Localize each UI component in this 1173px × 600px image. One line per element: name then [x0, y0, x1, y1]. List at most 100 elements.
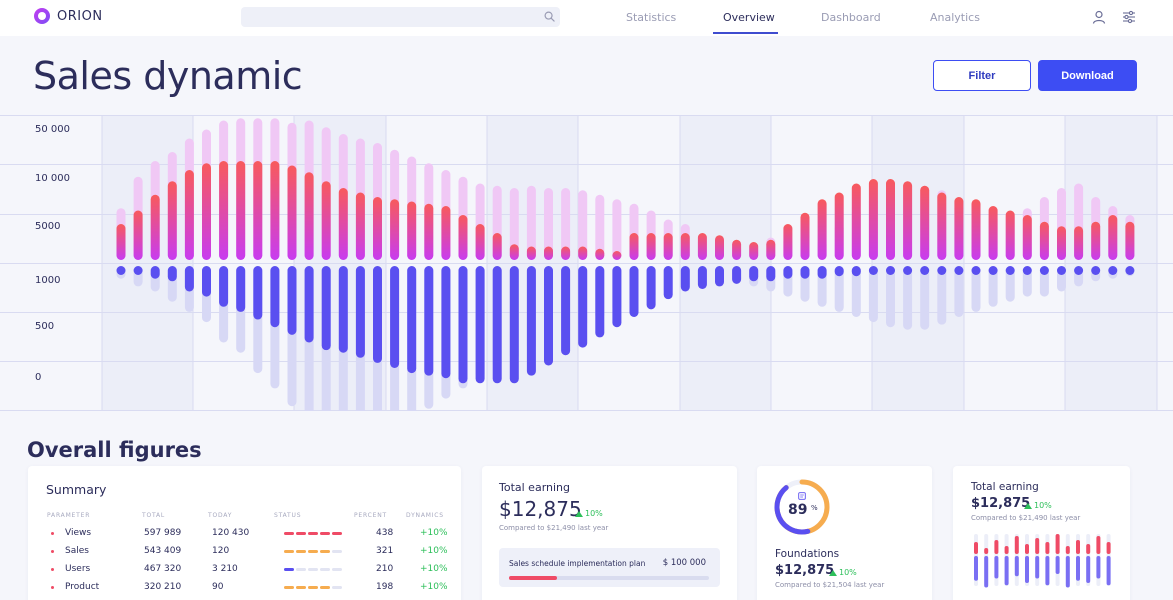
- bar-upper-solid: [1039, 221, 1049, 260]
- bar-upper-solid: [492, 233, 502, 260]
- mini-bar-top: [1076, 540, 1080, 554]
- bar-lower-faded: [937, 266, 947, 325]
- summary-title: Summary: [46, 482, 107, 497]
- status-segment: [308, 568, 318, 571]
- bar-lower-solid: [202, 266, 211, 297]
- mini-bar-top: [1065, 546, 1070, 554]
- active-tab-indicator: [713, 32, 778, 34]
- bar-lower-solid: [680, 266, 690, 292]
- bar-upper-solid: [886, 179, 895, 260]
- status-segment: [284, 532, 294, 535]
- foundations-compare: Compared to $21,504 last year: [775, 581, 885, 589]
- bar-lower-faded: [903, 266, 913, 330]
- table-row[interactable]: Sales 543 409 120 321 +10%: [28, 546, 461, 564]
- table-row[interactable]: Product 320 210 90 198 +10%: [28, 582, 461, 600]
- summary-card: Summary PARAMETER TOTAL TODAY STATUS PER…: [28, 466, 461, 600]
- bar-lower-solid: [492, 266, 502, 384]
- bar-lower-solid: [219, 266, 229, 307]
- bar-upper-solid: [219, 161, 229, 260]
- status-segment: [296, 550, 306, 553]
- sales-plan-progress-fill: [509, 576, 557, 580]
- table-row[interactable]: Views 597 989 120 430 438 +10%: [28, 528, 461, 546]
- tab-statistics[interactable]: Statistics: [626, 11, 677, 24]
- bar-upper-solid: [595, 248, 605, 260]
- table-row[interactable]: Users 467 320 3 210 210 +10%: [28, 564, 461, 582]
- bar-upper-solid: [1091, 221, 1101, 260]
- bar-upper-solid: [1057, 226, 1066, 260]
- foundations-label: Foundations: [775, 548, 840, 560]
- tab-analytics[interactable]: Analytics: [930, 11, 980, 24]
- bar-lower-solid: [1091, 266, 1101, 275]
- bar-lower-solid: [851, 266, 861, 277]
- search-input[interactable]: [241, 7, 560, 27]
- bar-lower-solid: [407, 266, 417, 374]
- cell-total: 467 320: [144, 564, 182, 574]
- bar-upper-solid: [373, 197, 382, 260]
- bar-upper-solid: [270, 161, 280, 260]
- bar-lower-solid: [988, 266, 998, 275]
- increase-arrow-icon: [575, 510, 583, 517]
- sales-dynamic-chart: 50 000 10 000 5000 1000 500 0: [0, 115, 1173, 411]
- bar-lower-solid: [629, 266, 639, 317]
- bar-upper-solid: [167, 181, 177, 260]
- bar-lower-solid: [663, 266, 673, 300]
- bar-lower-solid: [783, 266, 793, 279]
- bar-upper-faded: [526, 185, 536, 260]
- total-earning-mini-bar-chart: [974, 534, 1111, 588]
- total-earning-mini-change-value: 10%: [1034, 501, 1052, 510]
- cell-parameter: Sales: [65, 546, 89, 556]
- bar-upper-solid: [236, 161, 246, 260]
- cell-dynamics: +10%: [420, 546, 448, 556]
- mini-bar-bottom: [1045, 556, 1050, 586]
- bar-upper-solid: [1125, 221, 1135, 260]
- download-button[interactable]: Download: [1038, 60, 1137, 91]
- settings-sliders-icon[interactable]: [1122, 10, 1136, 24]
- bar-lower-faded: [920, 266, 930, 330]
- row-bullet: [51, 568, 54, 571]
- bar-upper-solid: [920, 185, 930, 260]
- increase-arrow-icon: [829, 569, 837, 576]
- bar-upper-faded: [509, 188, 519, 260]
- cell-status-bar: [284, 532, 342, 535]
- bar-upper-solid: [629, 233, 639, 260]
- status-segment: [332, 550, 342, 553]
- y-tick-label: 1000: [35, 275, 60, 286]
- bar-lower-solid: [116, 266, 126, 275]
- bar-lower-solid: [646, 266, 656, 310]
- mini-bar-top: [1106, 542, 1111, 554]
- bar-lower-solid: [766, 266, 776, 282]
- tab-dashboard[interactable]: Dashboard: [821, 11, 881, 24]
- bar-upper-solid: [578, 246, 588, 260]
- bar-lower-solid: [526, 266, 536, 376]
- y-tick-label: 500: [35, 321, 54, 332]
- bar-upper-solid: [817, 199, 827, 260]
- row-bullet: [51, 550, 54, 553]
- bar-upper-solid: [390, 199, 400, 260]
- cell-today: 90: [212, 582, 224, 592]
- bar-lower-solid: [150, 266, 160, 279]
- cell-total: 320 210: [144, 582, 182, 592]
- bar-lower-solid: [800, 266, 810, 279]
- bar-upper-solid: [988, 206, 998, 260]
- bar-lower-solid: [578, 266, 588, 348]
- mini-bar-bottom: [1065, 556, 1070, 588]
- bar-lower-faded: [868, 266, 878, 323]
- bar-upper-solid: [441, 206, 451, 260]
- bar-lower-faded: [971, 266, 981, 312]
- user-icon[interactable]: [1092, 10, 1106, 24]
- bar-upper-solid: [646, 233, 656, 260]
- tab-overview[interactable]: Overview: [723, 11, 775, 24]
- bar-upper-solid: [338, 188, 348, 260]
- filter-button[interactable]: Filter: [933, 60, 1031, 91]
- bar-upper-solid: [321, 181, 331, 260]
- foundations-donut-unit: %: [811, 504, 818, 512]
- bar-upper-faded: [578, 190, 588, 260]
- search-icon[interactable]: [544, 11, 555, 22]
- status-segment: [308, 532, 318, 535]
- mini-bar-bottom: [1004, 556, 1009, 586]
- sales-plan-box[interactable]: Sales schedule implementation plan $ 100…: [499, 548, 720, 587]
- bar-upper-solid: [475, 224, 485, 260]
- cell-today: 120: [212, 546, 230, 556]
- status-segment: [320, 568, 330, 571]
- logo[interactable]: ORION: [34, 8, 103, 24]
